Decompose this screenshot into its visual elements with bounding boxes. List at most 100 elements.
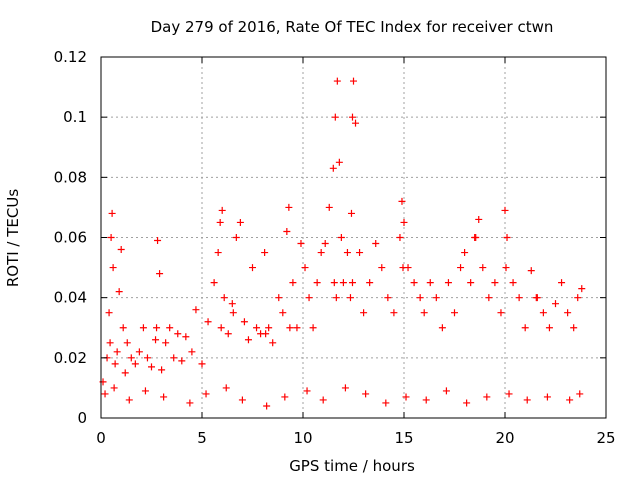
data-point	[192, 306, 200, 314]
data-point	[502, 264, 510, 272]
y-tick-label: 0.08	[54, 168, 87, 186]
x-tick-label: 10	[293, 429, 312, 447]
y-tick-label: 0.1	[63, 108, 87, 126]
data-point	[467, 279, 475, 287]
data-point	[113, 348, 121, 356]
data-point	[210, 279, 218, 287]
data-point	[229, 309, 237, 317]
x-tick-label: 20	[495, 429, 514, 447]
data-point	[214, 249, 222, 257]
data-point	[390, 309, 398, 317]
data-point	[202, 390, 210, 398]
data-point	[339, 279, 347, 287]
data-point	[275, 294, 283, 302]
y-axis-label: ROTI / TECUs	[4, 189, 22, 287]
data-point	[545, 324, 553, 332]
data-point	[141, 387, 149, 395]
data-point	[331, 113, 339, 121]
data-point	[178, 357, 186, 365]
data-point	[166, 324, 174, 332]
data-point	[305, 294, 313, 302]
data-point	[402, 393, 410, 401]
chart-title: Day 279 of 2016, Rate Of TEC Index for r…	[151, 18, 554, 36]
data-point	[564, 309, 572, 317]
data-point	[566, 396, 574, 404]
data-point	[265, 324, 273, 332]
data-point	[123, 339, 131, 347]
data-point	[109, 264, 117, 272]
data-point	[346, 294, 354, 302]
data-point	[216, 218, 224, 226]
data-point	[347, 209, 355, 217]
data-point	[552, 300, 559, 308]
data-point	[240, 318, 248, 326]
data-point	[297, 240, 305, 248]
y-tick-label: 0.12	[54, 48, 87, 66]
data-point	[356, 249, 364, 257]
data-point	[335, 158, 343, 166]
data-point	[426, 279, 434, 287]
data-point	[170, 354, 178, 362]
data-point	[330, 279, 338, 287]
data-point	[220, 294, 228, 302]
data-point	[121, 369, 129, 377]
data-point	[174, 330, 182, 338]
data-point	[204, 318, 212, 326]
data-point	[398, 197, 406, 205]
data-point	[317, 249, 325, 257]
data-point	[501, 206, 509, 214]
data-point	[461, 249, 469, 257]
x-tick-label: 15	[394, 429, 413, 447]
data-point	[279, 309, 287, 317]
data-point	[285, 203, 293, 211]
data-point	[117, 246, 125, 254]
y-tick-label: 0.02	[54, 349, 87, 367]
tick-labels: 0 5 10 15 20 25 0 0.02 0.04 0.06 0.08 0.1 0.12	[54, 48, 616, 447]
data-point	[301, 264, 309, 272]
data-point	[325, 203, 333, 211]
data-point	[475, 215, 483, 223]
data-point	[253, 324, 261, 332]
data-point	[570, 324, 578, 332]
data-point	[222, 384, 230, 392]
y-tick-label: 0.06	[54, 229, 87, 247]
data-point	[558, 279, 566, 287]
data-point	[362, 390, 370, 398]
data-point	[269, 339, 277, 347]
x-tick-label: 5	[197, 429, 207, 447]
data-point	[218, 206, 226, 214]
data-point	[186, 399, 194, 407]
data-point	[384, 294, 392, 302]
data-point	[515, 294, 523, 302]
data-point	[188, 348, 196, 356]
data-point	[444, 279, 452, 287]
data-point	[108, 209, 116, 217]
data-point	[156, 270, 164, 278]
data-point	[160, 393, 168, 401]
data-point	[249, 264, 256, 272]
data-points	[99, 77, 586, 410]
data-point	[333, 77, 341, 85]
data-point	[263, 402, 271, 410]
data-point	[115, 288, 123, 296]
data-point	[139, 324, 147, 332]
data-point	[198, 360, 206, 368]
data-point	[576, 390, 584, 398]
data-point	[131, 360, 139, 368]
data-point	[360, 309, 368, 317]
data-point	[283, 227, 291, 235]
data-point	[228, 300, 236, 308]
axes	[100, 56, 607, 419]
data-point	[352, 119, 360, 127]
data-point	[527, 267, 535, 275]
data-point	[135, 348, 143, 356]
data-point	[106, 339, 114, 347]
data-point	[236, 218, 244, 226]
data-point	[432, 294, 440, 302]
data-point	[261, 249, 269, 257]
data-point	[420, 309, 428, 317]
data-point	[505, 390, 513, 398]
data-point	[154, 237, 162, 245]
data-point	[238, 396, 246, 404]
